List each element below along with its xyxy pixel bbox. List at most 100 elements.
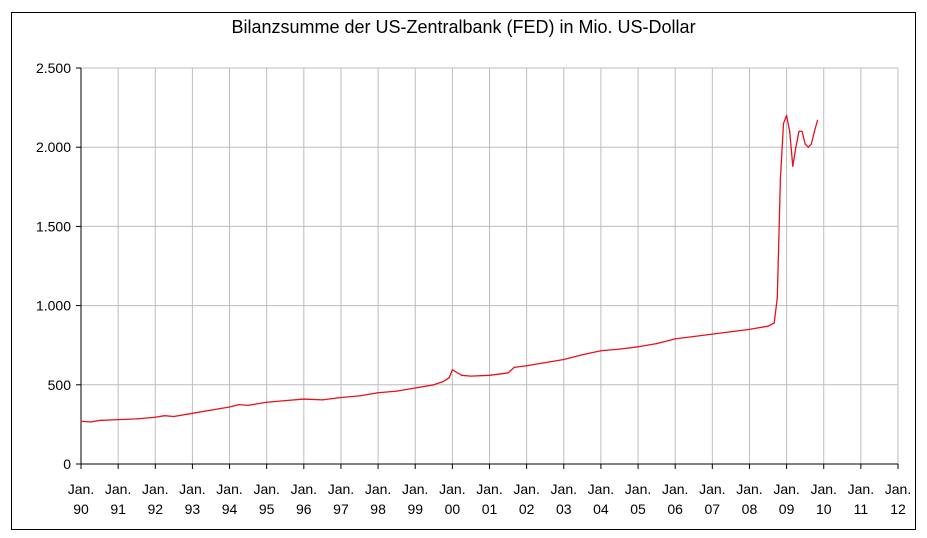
x-tick-label-year: 06 <box>667 501 683 517</box>
x-tick-label-month: Jan. <box>699 481 725 497</box>
data-point <box>770 324 772 326</box>
x-tick-label-month: Jan. <box>179 481 205 497</box>
x-tick-label-month: Jan. <box>513 481 539 497</box>
data-point <box>247 404 249 406</box>
x-tick-label-month: Jan. <box>291 481 317 497</box>
data-point <box>816 119 819 121</box>
x-tick-label-month: Jan. <box>365 481 391 497</box>
x-tick-label-year: 95 <box>259 501 275 517</box>
data-point <box>748 328 751 330</box>
data-point <box>513 366 515 368</box>
x-tick-label-year: 00 <box>445 501 461 517</box>
x-tick-label-month: Jan. <box>68 481 94 497</box>
x-tick-label-month: Jan. <box>216 481 242 497</box>
data-point <box>801 130 803 132</box>
x-tick-label-month: Jan. <box>885 481 911 497</box>
data-point <box>442 381 444 383</box>
x-tick-label-year: 93 <box>185 501 201 517</box>
x-tick-label-year: 97 <box>333 501 349 517</box>
data-point <box>792 165 794 167</box>
data-point <box>136 418 138 420</box>
x-tick-label-year: 12 <box>890 501 906 517</box>
data-point <box>98 419 101 422</box>
x-tick-label-month: Jan. <box>105 481 131 497</box>
x-tick-label-year: 96 <box>296 501 312 517</box>
data-point <box>810 143 812 145</box>
x-tick-label-year: 02 <box>519 501 535 517</box>
x-tick-label-month: Jan. <box>662 481 688 497</box>
data-point <box>340 396 342 399</box>
y-tick-label: 500 <box>48 377 72 393</box>
data-point <box>488 374 491 376</box>
y-tick-label: 1.000 <box>36 298 71 314</box>
data-point <box>117 419 119 421</box>
data-point <box>448 377 450 379</box>
data-point <box>303 398 305 400</box>
data-point <box>804 143 806 145</box>
data-point <box>284 400 286 402</box>
data-point <box>433 384 435 386</box>
x-tick-label-month: Jan. <box>848 481 874 497</box>
x-tick-label-year: 91 <box>110 501 126 517</box>
data-point <box>414 387 416 389</box>
data-point <box>173 415 175 418</box>
x-tick-label-year: 05 <box>630 501 646 517</box>
y-tick-label: 2.000 <box>36 139 71 155</box>
data-point <box>228 406 231 408</box>
data-point <box>758 327 760 329</box>
data-point <box>813 130 816 132</box>
axes <box>76 67 899 469</box>
y-tick-label: 1.500 <box>36 218 71 234</box>
data-point <box>581 354 583 356</box>
data-point <box>674 338 676 340</box>
data-point <box>789 130 791 132</box>
data-point <box>618 348 621 350</box>
data-point <box>163 415 166 417</box>
data-point <box>730 331 732 333</box>
data-point <box>89 421 91 423</box>
x-tick-label-year: 94 <box>222 501 238 517</box>
data-point <box>776 297 778 299</box>
data-point <box>782 122 785 125</box>
data-point <box>798 130 800 132</box>
x-tick-label-month: Jan. <box>253 481 279 497</box>
x-tick-label-month: Jan. <box>588 481 614 497</box>
x-tick-label-month: Jan. <box>402 481 428 497</box>
chart-frame <box>11 12 916 530</box>
x-tick-label-year: 11 <box>854 501 869 517</box>
x-tick-label-year: 99 <box>407 501 423 517</box>
x-tick-label-month: Jan. <box>625 481 651 497</box>
y-tick-label: 2.500 <box>36 60 71 76</box>
data-point <box>451 369 453 371</box>
data-point <box>637 346 639 348</box>
data-point <box>795 146 797 148</box>
data-point <box>396 390 398 392</box>
y-tick-label: 0 <box>63 456 71 472</box>
data-point <box>711 333 713 335</box>
x-tick-label-month: Jan. <box>328 481 354 497</box>
x-tick-label-year: 03 <box>556 501 572 517</box>
series-layer <box>80 114 819 423</box>
x-tick-label-month: Jan. <box>736 481 762 497</box>
x-tick-label-year: 10 <box>816 501 832 517</box>
x-tick-label-month: Jan. <box>551 481 577 497</box>
x-tick-labels: Jan. 90 Jan. 91 Jan. 92 Jan. 93 Jan. 94 Jan. 95 Jan.… <box>68 481 911 517</box>
x-tick-label-year: 07 <box>705 501 721 517</box>
data-point <box>470 375 472 377</box>
data-point <box>154 416 156 418</box>
x-tick-label-year: 98 <box>370 501 386 517</box>
data-point <box>80 420 82 422</box>
series-line <box>80 114 819 423</box>
data-point <box>507 372 509 374</box>
x-tick-label-month: Jan. <box>142 481 168 497</box>
y-tick-labels: 0 500 1.000 1.500 2.000 2.500 <box>36 60 71 472</box>
x-tick-label-month: Jan. <box>476 481 502 497</box>
data-point <box>321 399 323 401</box>
chart-title: Bilanzsumme der US-Zentralbank (FED) in … <box>231 17 696 37</box>
data-point <box>656 343 658 345</box>
data-point <box>266 401 268 403</box>
data-point <box>544 362 546 364</box>
x-tick-label-year: 90 <box>73 501 89 517</box>
x-tick-label-year: 08 <box>742 501 758 517</box>
x-tick-label-year: 92 <box>147 501 163 517</box>
